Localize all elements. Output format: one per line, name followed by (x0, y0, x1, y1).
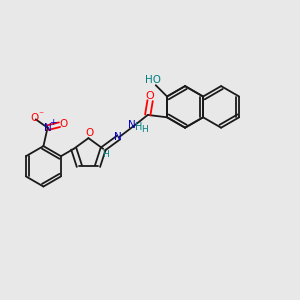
Text: N: N (114, 132, 122, 142)
Text: ⁻: ⁻ (38, 110, 43, 120)
Text: N: N (44, 123, 52, 133)
Text: O: O (85, 128, 93, 138)
Text: H: H (141, 125, 148, 134)
Text: N: N (128, 120, 136, 130)
Text: HO: HO (146, 75, 161, 85)
Text: O: O (59, 119, 68, 129)
Text: +: + (49, 118, 56, 127)
Text: H: H (135, 122, 142, 132)
Text: O: O (145, 91, 154, 101)
Text: O: O (30, 113, 39, 123)
Text: H: H (102, 150, 109, 159)
